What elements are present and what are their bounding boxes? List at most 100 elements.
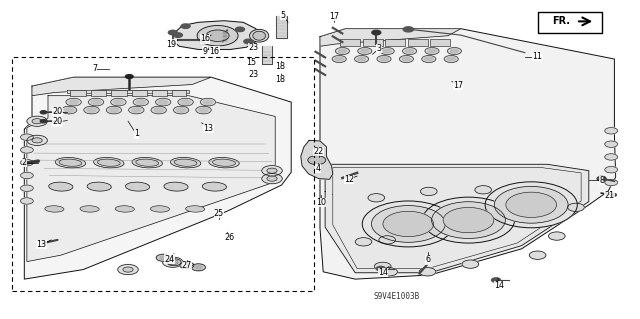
Circle shape	[443, 207, 494, 233]
Polygon shape	[320, 29, 616, 279]
Circle shape	[154, 108, 163, 112]
Circle shape	[177, 108, 186, 112]
Circle shape	[597, 176, 606, 181]
Polygon shape	[363, 39, 383, 46]
Ellipse shape	[212, 159, 236, 166]
Circle shape	[20, 160, 33, 166]
Circle shape	[167, 259, 181, 266]
Circle shape	[197, 26, 238, 46]
Circle shape	[267, 168, 277, 173]
Circle shape	[92, 100, 100, 104]
Ellipse shape	[170, 158, 201, 168]
Circle shape	[40, 111, 47, 114]
Circle shape	[181, 100, 190, 104]
Circle shape	[244, 39, 253, 44]
Circle shape	[20, 198, 33, 204]
Polygon shape	[111, 90, 127, 96]
Text: 2: 2	[22, 158, 27, 167]
Text: 19: 19	[166, 40, 177, 48]
Text: 15: 15	[246, 58, 257, 67]
Circle shape	[355, 56, 369, 63]
Circle shape	[374, 262, 391, 271]
Circle shape	[125, 75, 133, 78]
Polygon shape	[24, 77, 291, 279]
Circle shape	[605, 141, 618, 147]
Ellipse shape	[174, 159, 197, 166]
Text: 6: 6	[425, 256, 430, 264]
Circle shape	[568, 203, 584, 211]
Text: 13: 13	[204, 124, 214, 133]
Circle shape	[381, 268, 397, 276]
Text: 23: 23	[248, 43, 259, 52]
Ellipse shape	[59, 159, 82, 166]
Circle shape	[180, 262, 194, 269]
Text: 17: 17	[453, 81, 463, 90]
Circle shape	[236, 27, 244, 32]
Circle shape	[383, 49, 391, 53]
Circle shape	[406, 49, 413, 53]
Circle shape	[308, 156, 326, 165]
Circle shape	[431, 202, 506, 239]
Circle shape	[419, 268, 436, 276]
Circle shape	[362, 201, 454, 247]
Circle shape	[200, 98, 216, 106]
Circle shape	[447, 48, 461, 55]
Circle shape	[87, 108, 96, 112]
Circle shape	[339, 49, 346, 53]
Circle shape	[109, 108, 118, 112]
Circle shape	[376, 266, 385, 271]
Circle shape	[548, 232, 565, 240]
Circle shape	[156, 254, 170, 261]
Circle shape	[20, 134, 33, 140]
Circle shape	[262, 174, 282, 184]
Circle shape	[136, 100, 145, 104]
Polygon shape	[152, 90, 167, 96]
Circle shape	[84, 106, 99, 114]
Circle shape	[380, 48, 394, 55]
Circle shape	[168, 30, 177, 35]
Text: 10: 10	[316, 198, 326, 207]
Circle shape	[133, 98, 148, 106]
Polygon shape	[385, 39, 405, 46]
Polygon shape	[262, 46, 272, 64]
Circle shape	[163, 257, 183, 267]
FancyBboxPatch shape	[538, 12, 602, 33]
Text: 24: 24	[164, 255, 175, 263]
Text: 27: 27	[182, 261, 192, 270]
Polygon shape	[301, 140, 333, 179]
Circle shape	[379, 236, 396, 244]
Circle shape	[358, 57, 365, 61]
Polygon shape	[70, 90, 86, 96]
Ellipse shape	[125, 182, 150, 191]
Circle shape	[371, 205, 445, 242]
Circle shape	[368, 194, 385, 202]
Text: 25: 25	[214, 209, 224, 218]
Circle shape	[66, 98, 81, 106]
Polygon shape	[173, 21, 256, 49]
Circle shape	[605, 167, 618, 173]
Text: 5: 5	[280, 11, 285, 20]
Circle shape	[132, 108, 141, 112]
Circle shape	[422, 197, 515, 243]
Circle shape	[372, 30, 381, 35]
Ellipse shape	[49, 182, 73, 191]
Ellipse shape	[202, 182, 227, 191]
Text: 21: 21	[604, 191, 614, 200]
Circle shape	[111, 98, 126, 106]
Circle shape	[184, 264, 190, 267]
Circle shape	[173, 106, 189, 114]
Text: 3: 3	[376, 44, 381, 53]
Circle shape	[462, 260, 479, 268]
Circle shape	[181, 24, 190, 28]
Ellipse shape	[80, 206, 99, 212]
Circle shape	[358, 48, 372, 55]
Circle shape	[262, 166, 282, 176]
Polygon shape	[32, 77, 211, 96]
Text: 4: 4	[316, 164, 321, 173]
Ellipse shape	[253, 31, 266, 40]
Circle shape	[485, 182, 577, 228]
Circle shape	[383, 211, 434, 237]
Circle shape	[32, 119, 42, 124]
Circle shape	[156, 98, 171, 106]
Circle shape	[422, 56, 436, 63]
